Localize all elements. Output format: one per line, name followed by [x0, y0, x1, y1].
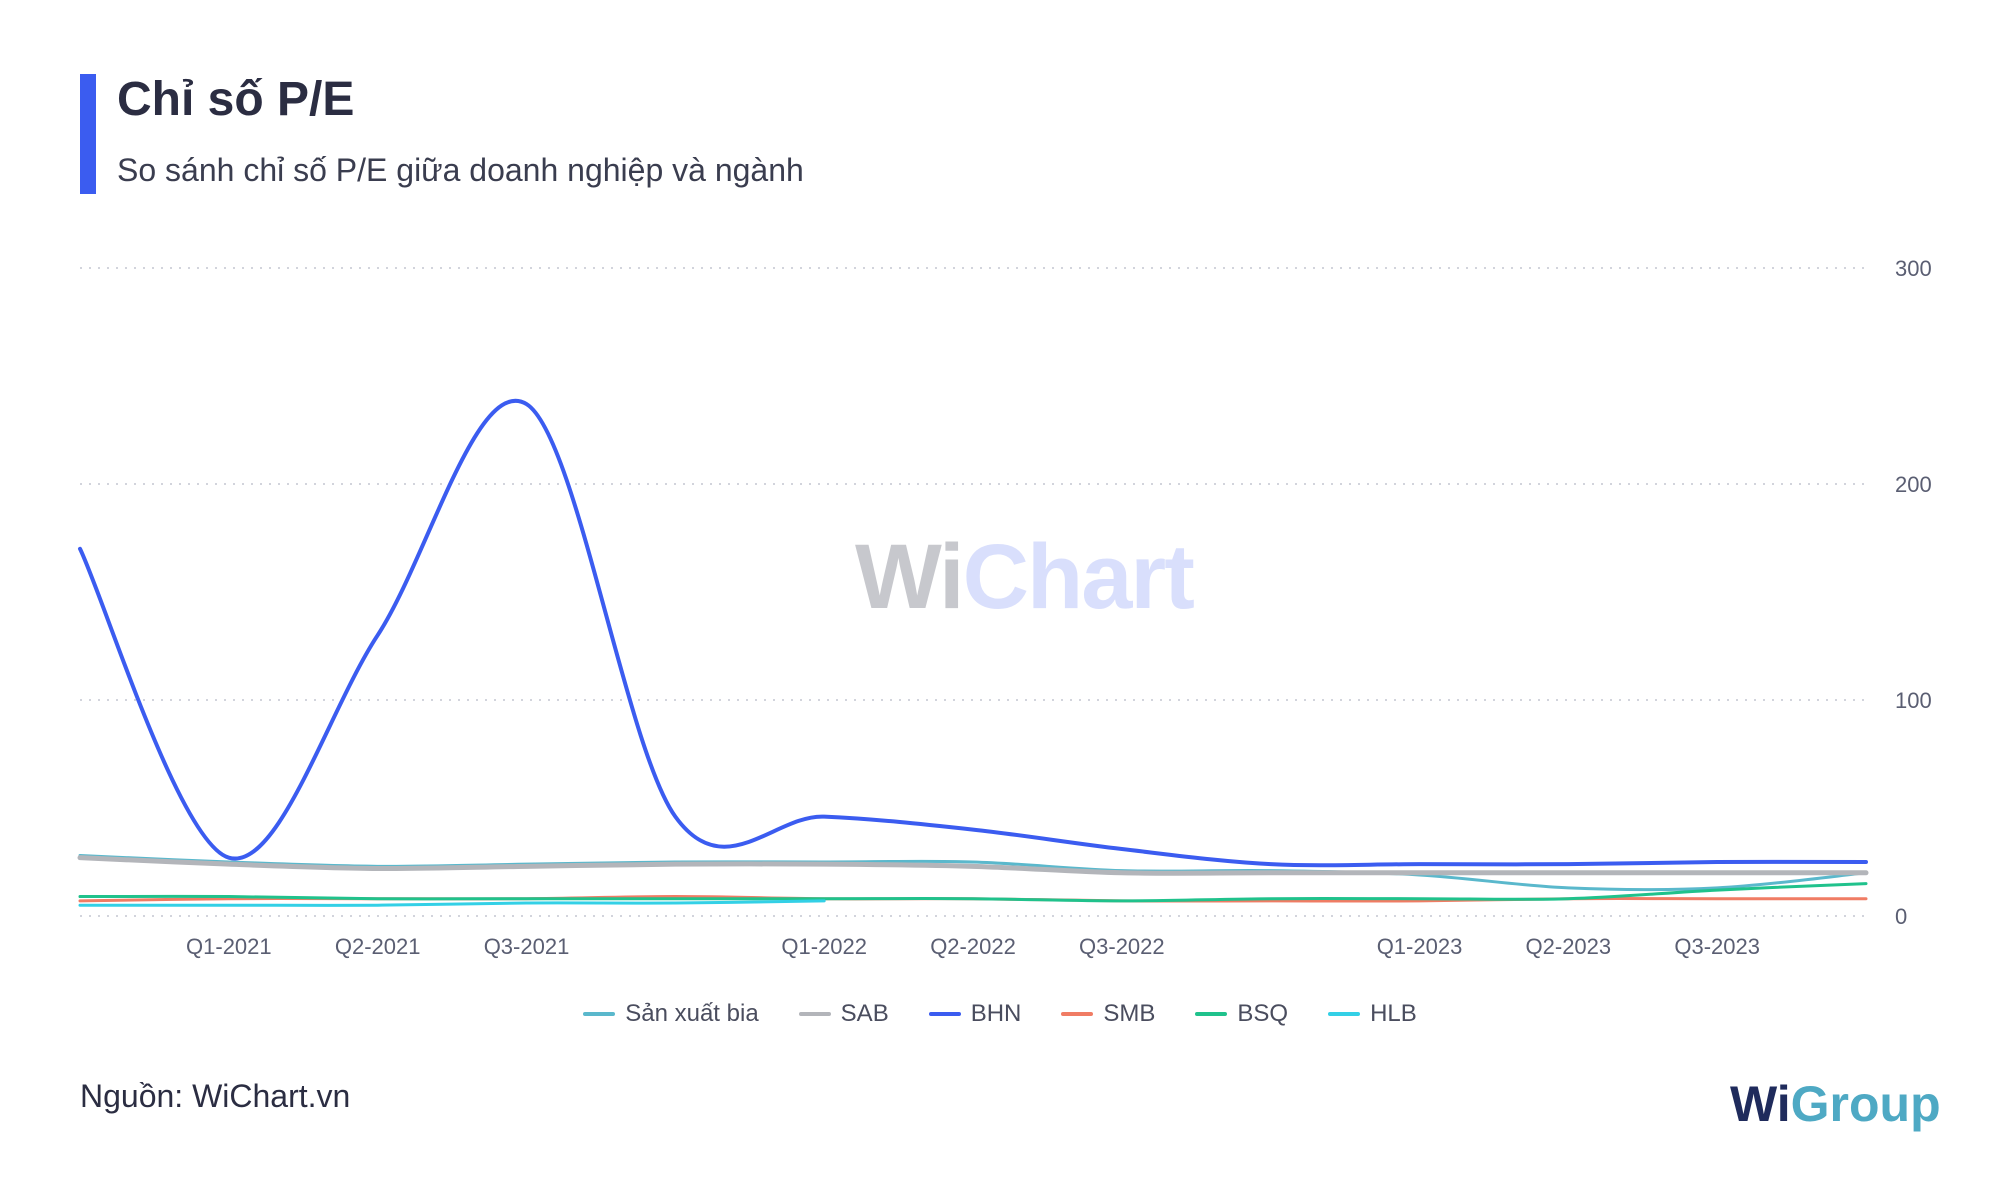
- x-tick-label: Q1-2021: [186, 934, 272, 959]
- chart-title: Chỉ số P/E: [117, 73, 355, 126]
- legend-swatch: [583, 1012, 616, 1016]
- wigroup-logo: WiGroup: [1730, 1075, 1941, 1133]
- x-tick-label: Q1-2023: [1377, 934, 1463, 959]
- chart-legend: Sản xuất bia SAB BHN SMB BSQ HLB: [0, 1000, 2000, 1028]
- legend-item[interactable]: BHN: [928, 1000, 1022, 1028]
- source-note: Nguồn: WiChart.vn: [80, 1078, 351, 1114]
- x-tick-label: Q1-2022: [781, 934, 867, 959]
- wichart-watermark: WiChart: [855, 525, 1195, 630]
- legend-item[interactable]: BSQ: [1195, 1000, 1288, 1028]
- x-tick-label: Q3-2021: [484, 934, 570, 959]
- y-tick-label: 300: [1895, 256, 1932, 281]
- pe-line-chart: 0 100 200 300 Q1-2021 Q2-2021 Q3-2021 Q1-2022 Q2…: [77, 256, 1932, 959]
- legend-item[interactable]: Sản xuất bia: [583, 1000, 759, 1028]
- legend-label: BHN: [970, 1000, 1022, 1027]
- legend-item[interactable]: HLB: [1328, 1000, 1417, 1028]
- legend-swatch: [928, 1012, 961, 1016]
- legend-swatch: [1195, 1012, 1228, 1016]
- series-line-sab: [77, 855, 1869, 876]
- legend-swatch: [798, 1012, 831, 1016]
- brand-wi: Wi: [1730, 1076, 1791, 1132]
- x-tick-label: Q3-2023: [1674, 934, 1760, 959]
- legend-label: HLB: [1370, 1000, 1417, 1027]
- watermark-wi: Wi: [855, 526, 965, 628]
- chart-subtitle: So sánh chỉ số P/E giữa doanh nghiệp và …: [117, 152, 804, 188]
- y-tick-label: 200: [1895, 472, 1932, 497]
- series-line-bsq: [78, 882, 1868, 903]
- y-tick-label: 100: [1895, 688, 1932, 713]
- legend-label: SAB: [840, 1000, 889, 1027]
- y-tick-label: 0: [1895, 904, 1907, 929]
- legend-label: SMB: [1103, 1000, 1156, 1027]
- legend-swatch: [1061, 1012, 1094, 1016]
- legend-item[interactable]: SMB: [1061, 1000, 1155, 1028]
- x-tick-label: Q3-2022: [1079, 934, 1165, 959]
- legend-item[interactable]: SAB: [798, 1000, 889, 1028]
- x-tick-label: Q2-2021: [335, 934, 421, 959]
- x-tick-label: Q2-2022: [930, 934, 1016, 959]
- series-line-hlb: [78, 899, 826, 907]
- legend-label: BSQ: [1237, 1000, 1289, 1027]
- brand-group: Group: [1790, 1076, 1941, 1132]
- legend-label: Sản xuất bia: [625, 1000, 759, 1027]
- series-line-bhn: [78, 399, 1868, 868]
- legend-swatch: [1328, 1012, 1361, 1016]
- x-tick-label: Q2-2023: [1526, 934, 1612, 959]
- watermark-chart: Chart: [962, 526, 1195, 628]
- title-accent-bar: [80, 74, 96, 194]
